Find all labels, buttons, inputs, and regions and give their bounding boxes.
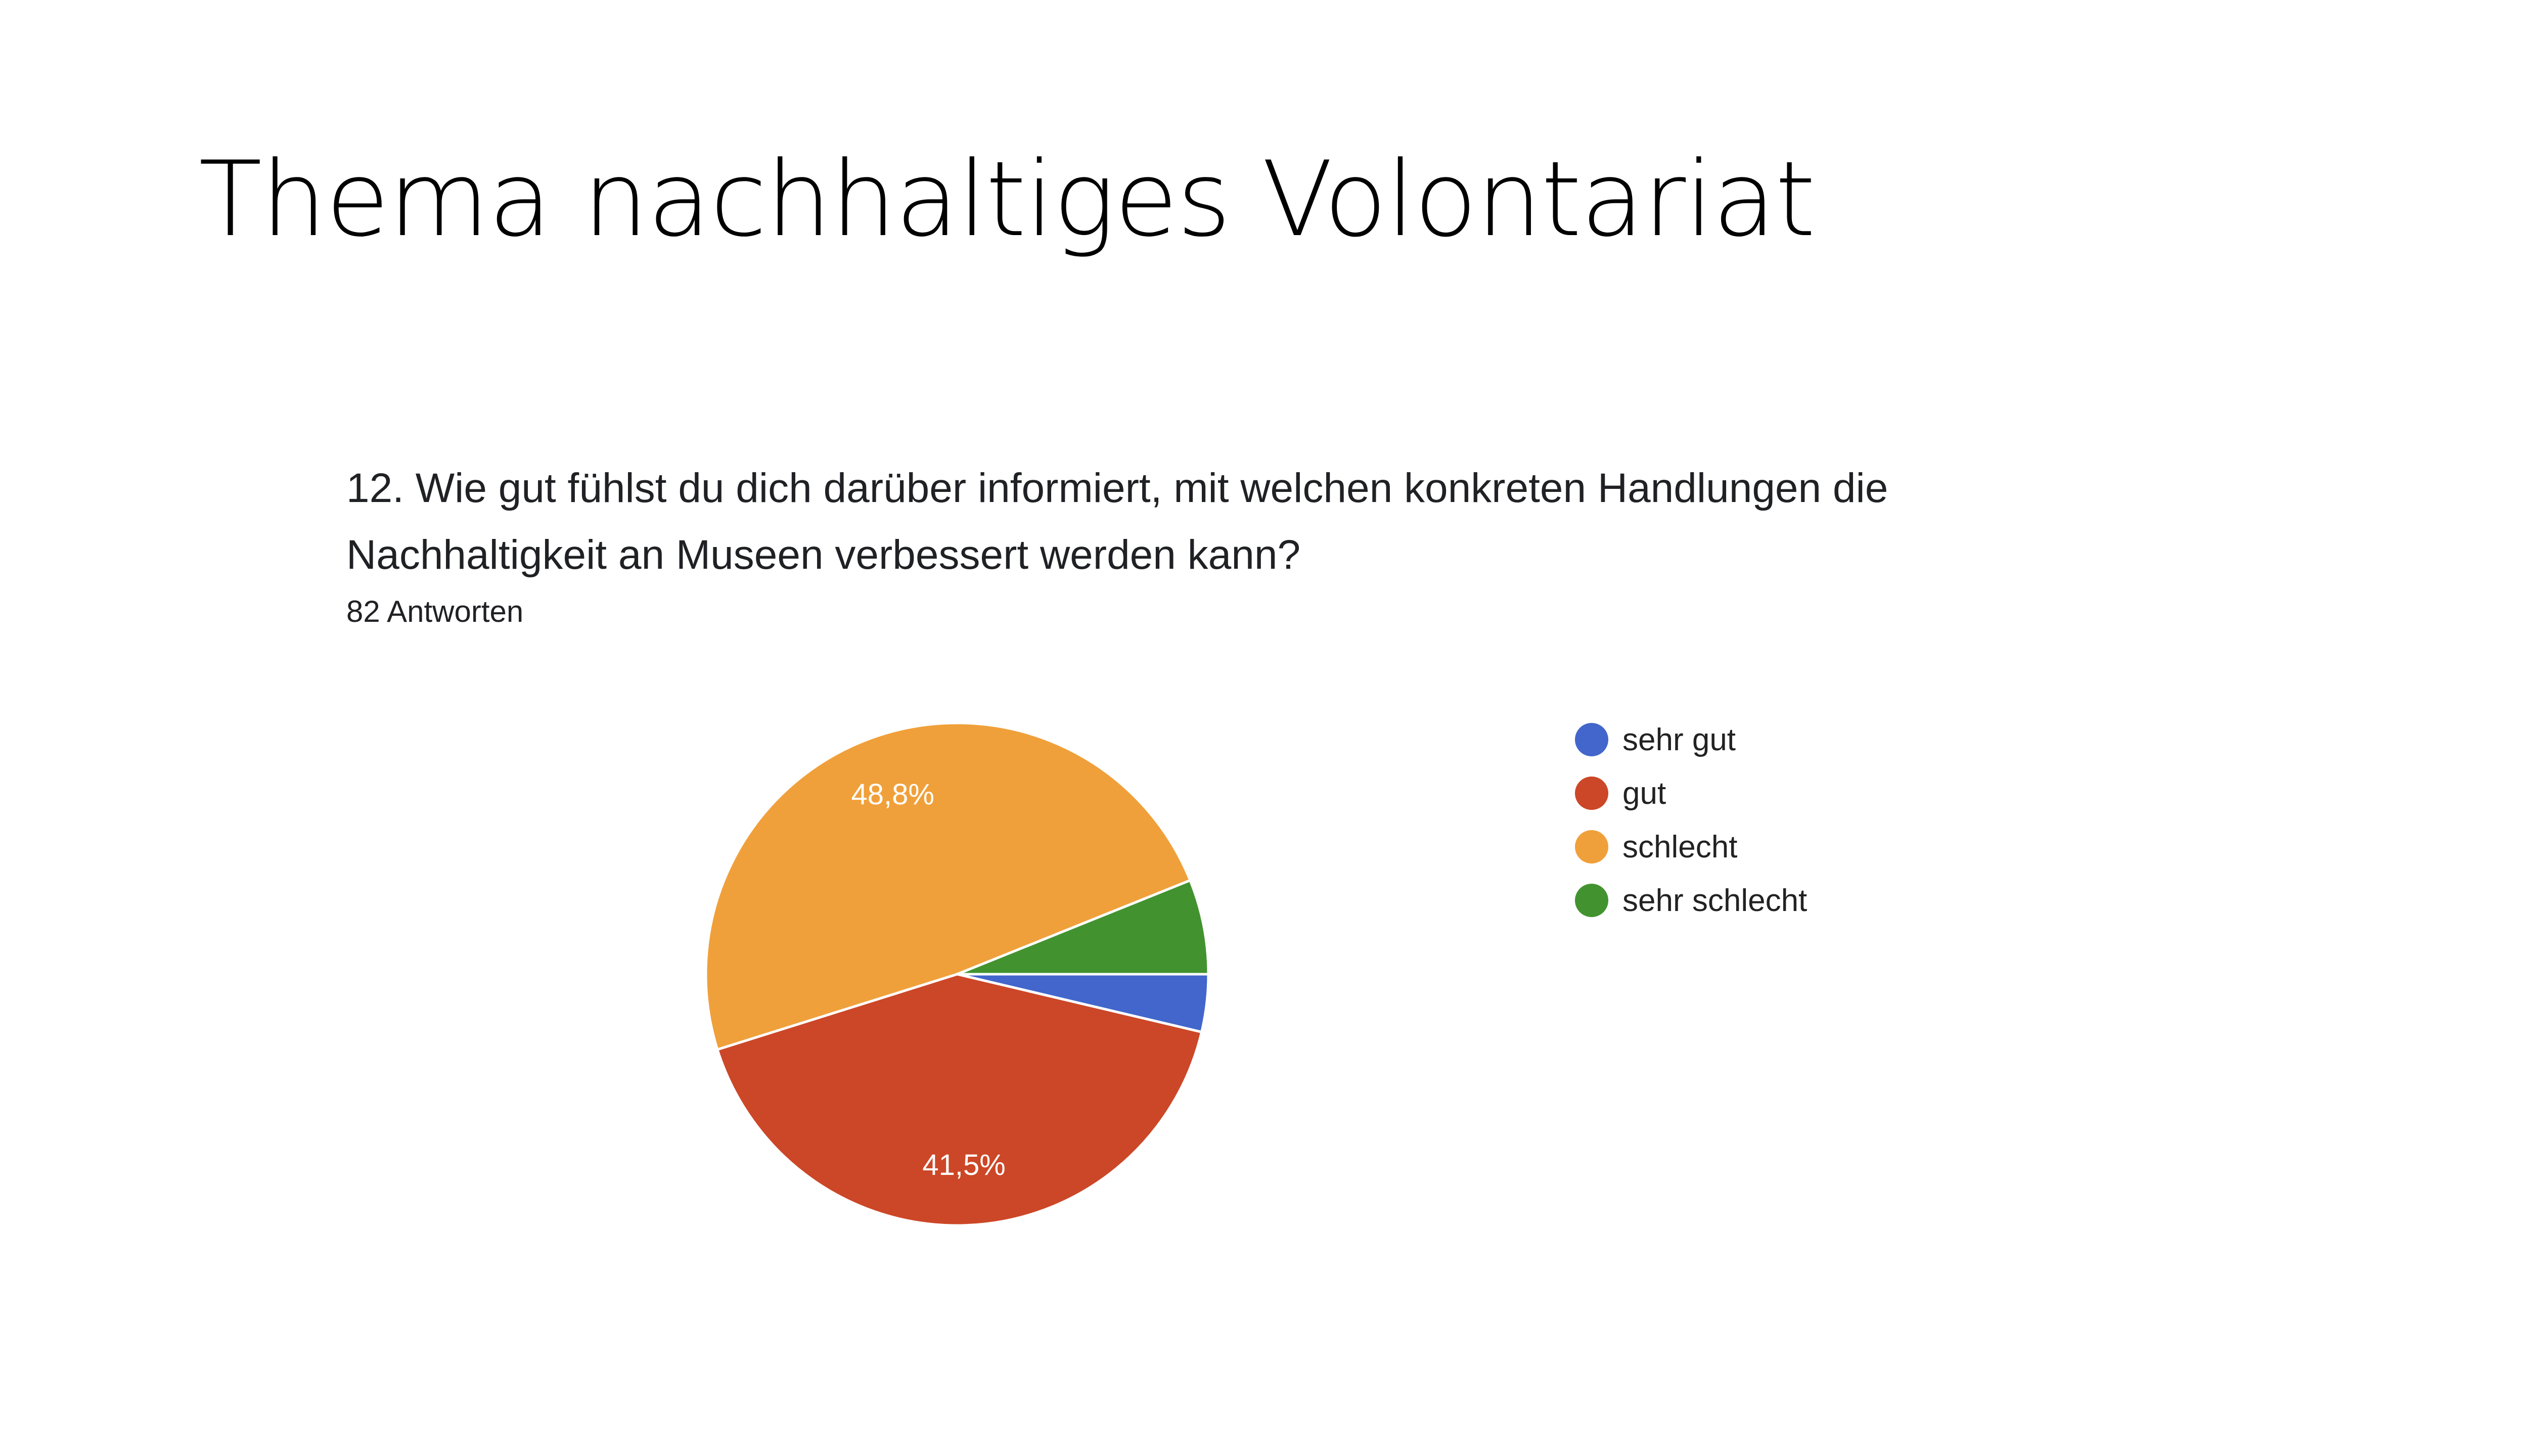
legend-item-schlecht: schlecht — [1575, 820, 1807, 874]
pie-slices — [704, 721, 1210, 1227]
legend-item-sehr-gut: sehr gut — [1575, 713, 1807, 766]
legend-label: sehr schlecht — [1622, 883, 1808, 918]
legend-label: gut — [1622, 776, 1666, 811]
slide-title: Thema nachhaltiges Volontariat — [199, 140, 1816, 260]
slice-label-schlecht: 48,8% — [851, 778, 934, 811]
legend-swatch-icon — [1575, 723, 1608, 756]
pie-slice-labels: 41,5% 48,8% — [851, 778, 1005, 1181]
legend-label: schlecht — [1622, 829, 1738, 864]
chart-legend: sehr gut gut schlecht sehr schlecht — [1575, 713, 1807, 927]
slice-label-gut: 41,5% — [922, 1149, 1005, 1181]
legend-item-gut: gut — [1575, 766, 1807, 820]
response-count: 82 Antworten — [346, 595, 524, 628]
pie-slice-sehr-schlecht — [956, 879, 1210, 976]
legend-swatch-icon — [1575, 830, 1608, 863]
legend-swatch-icon — [1575, 884, 1608, 917]
question-text: 12. Wie gut fühlst du dich darüber infor… — [346, 465, 1888, 578]
legend-label: sehr gut — [1622, 722, 1736, 757]
legend-swatch-icon — [1575, 777, 1608, 810]
pie-slice-schlecht — [704, 721, 1192, 1051]
pie-slice-gut — [716, 973, 1203, 1227]
legend-item-sehr-schlecht: sehr schlecht — [1575, 874, 1807, 927]
